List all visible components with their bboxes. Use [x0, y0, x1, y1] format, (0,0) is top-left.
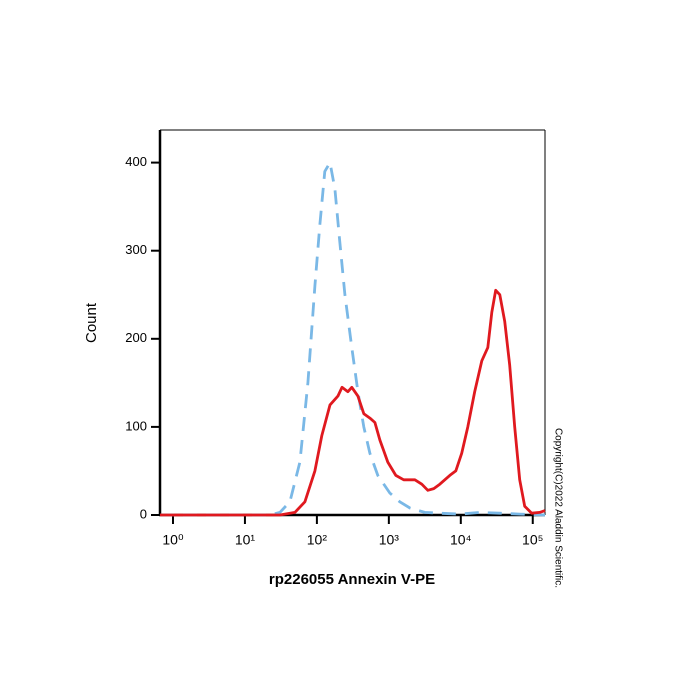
x-axis-label: rp226055 Annexin V-PE: [269, 571, 435, 588]
x-tick-label: 10¹: [235, 532, 256, 548]
x-tick-label: 10⁴: [450, 532, 472, 548]
x-tick-label: 10⁵: [522, 532, 543, 548]
copyright: Copyright(C)2022 Aladdin Scientific.: [552, 428, 563, 588]
y-tick-label: 400: [125, 154, 147, 169]
y-axis-label: Count: [83, 302, 100, 343]
x-tick-label: 10⁰: [162, 532, 184, 548]
y-tick-label: 200: [125, 330, 147, 345]
series-line: [160, 161, 546, 517]
y-tick-label: 300: [125, 242, 147, 257]
x-tick-label: 10²: [307, 532, 328, 548]
x-tick-label: 10³: [379, 532, 400, 548]
series-line: [160, 288, 546, 517]
y-tick-label: 0: [140, 506, 147, 521]
y-tick-label: 100: [125, 418, 147, 433]
